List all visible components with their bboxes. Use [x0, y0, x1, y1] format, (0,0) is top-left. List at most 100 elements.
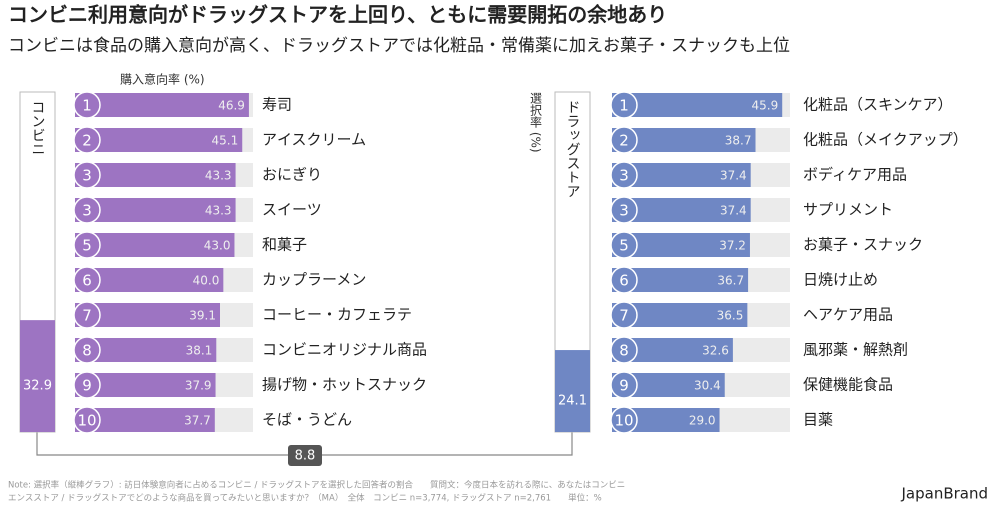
value-label: 38.7 [725, 134, 752, 148]
value-label: 37.7 [184, 414, 211, 428]
category-label: 化粧品（スキンケア） [803, 96, 953, 114]
value-label: 37.9 [185, 379, 212, 393]
rank: 2 [82, 132, 92, 150]
rank: 2 [619, 132, 629, 150]
value-label: 37.2 [719, 239, 746, 253]
rank: 9 [82, 377, 92, 395]
category-label: ヘアケア用品 [803, 306, 893, 324]
rank-badge [73, 126, 101, 154]
rank: 3 [82, 167, 92, 185]
value-label: 30.4 [694, 379, 721, 393]
difference-label: 8.8 [295, 449, 316, 464]
y-axis-title: 選択率 (%) [529, 92, 543, 153]
rank: 7 [619, 307, 629, 325]
rank-badge [610, 336, 638, 364]
category-label: サプリメント [803, 201, 893, 219]
rank-badge [610, 196, 638, 224]
brand: JapanBrand [900, 485, 988, 503]
rank: 6 [82, 272, 92, 290]
selection-bar [20, 320, 55, 432]
rank: 1 [619, 97, 629, 115]
rank-badge [610, 231, 638, 259]
rank-badge [610, 371, 638, 399]
subtitle: コンビニは食品の購入意向が高く、ドラッグストアでは化粧品・常備薬に加えお菓子・ス… [8, 36, 790, 56]
rank: 10 [77, 412, 96, 430]
value-label: 36.7 [717, 274, 744, 288]
category-label: コンビニオリジナル商品 [262, 341, 427, 359]
rank: 6 [619, 272, 629, 290]
rank: 3 [619, 167, 629, 185]
bar [75, 198, 236, 222]
category-label: 寿司 [262, 96, 292, 114]
bar [75, 93, 249, 117]
rank: 3 [82, 202, 92, 220]
category-label: 日焼け止め [803, 271, 878, 289]
value-label: 39.1 [189, 309, 216, 323]
panel-name: ドラッグストア [565, 100, 581, 198]
rank: 10 [614, 412, 633, 430]
rank: 7 [82, 307, 92, 325]
title: コンビニ利用意向がドラッグストアを上回り、ともに需要開拓の余地あり [8, 3, 667, 27]
category-label: アイスクリーム [262, 131, 366, 149]
rank: 8 [619, 342, 629, 360]
category-label: 和菓子 [262, 236, 307, 254]
footnote: エンスストア / ドラッグストアでどのような商品を買ってみたいと思いますか？（M… [8, 493, 602, 504]
panel-name: コンビニ [30, 100, 46, 156]
category-label: ボディケア用品 [803, 166, 907, 184]
value-label: 45.9 [751, 99, 778, 113]
rank-badge [73, 196, 101, 224]
rank: 3 [619, 202, 629, 220]
footnote: Note: 選択率（縦棒グラフ）: 訪日体験意向者に占めるコンビニ / ドラッグ… [8, 480, 625, 491]
selection-label: 32.9 [23, 379, 52, 394]
value-label: 29.0 [689, 414, 716, 428]
bar [75, 128, 243, 152]
rank-badge [73, 336, 101, 364]
category-label: カップラーメン [262, 271, 366, 289]
category-label: おにぎり [262, 166, 322, 184]
value-label: 43.0 [204, 239, 231, 253]
category-label: 保健機能食品 [803, 376, 893, 394]
rank: 9 [619, 377, 629, 395]
bar [612, 93, 783, 117]
rank-badge [610, 266, 638, 294]
value-label: 46.9 [218, 99, 245, 113]
bar [75, 233, 235, 257]
rank-badge [610, 161, 638, 189]
rank-badge [73, 301, 101, 329]
value-label: 45.1 [212, 134, 239, 148]
rank-badge [73, 91, 101, 119]
x-axis-title: 購入意向率 (%) [120, 72, 205, 87]
value-label: 37.4 [720, 204, 747, 218]
rank-badge [610, 301, 638, 329]
value-label: 43.3 [205, 204, 232, 218]
rank-badge [73, 371, 101, 399]
value-label: 40.0 [193, 274, 220, 288]
rank-badge [73, 406, 101, 434]
value-label: 43.3 [205, 169, 232, 183]
category-label: 化粧品（メイクアップ） [803, 131, 968, 149]
difference-box [288, 445, 322, 466]
rank: 8 [82, 342, 92, 360]
rank-badge [73, 266, 101, 294]
category-label: 揚げ物・ホットスナック [262, 376, 427, 394]
value-label: 38.1 [186, 344, 213, 358]
rank-badge [610, 126, 638, 154]
value-label: 36.5 [717, 309, 744, 323]
rank-badge [73, 161, 101, 189]
value-label: 37.4 [720, 169, 747, 183]
bar [75, 163, 236, 187]
value-label: 32.6 [702, 344, 729, 358]
rank: 1 [82, 97, 92, 115]
rank-badge [610, 91, 638, 119]
category-label: 目薬 [803, 411, 833, 429]
category-label: スイーツ [262, 201, 322, 219]
category-label: そば・うどん [262, 411, 352, 429]
rank: 5 [619, 237, 629, 255]
category-label: コーヒー・カフェラテ [262, 306, 412, 324]
rank-badge [73, 231, 101, 259]
rank-badge [610, 406, 638, 434]
rank: 5 [82, 237, 92, 255]
category-label: 風邪薬・解熱剤 [803, 341, 908, 359]
selection-bar [555, 350, 590, 432]
